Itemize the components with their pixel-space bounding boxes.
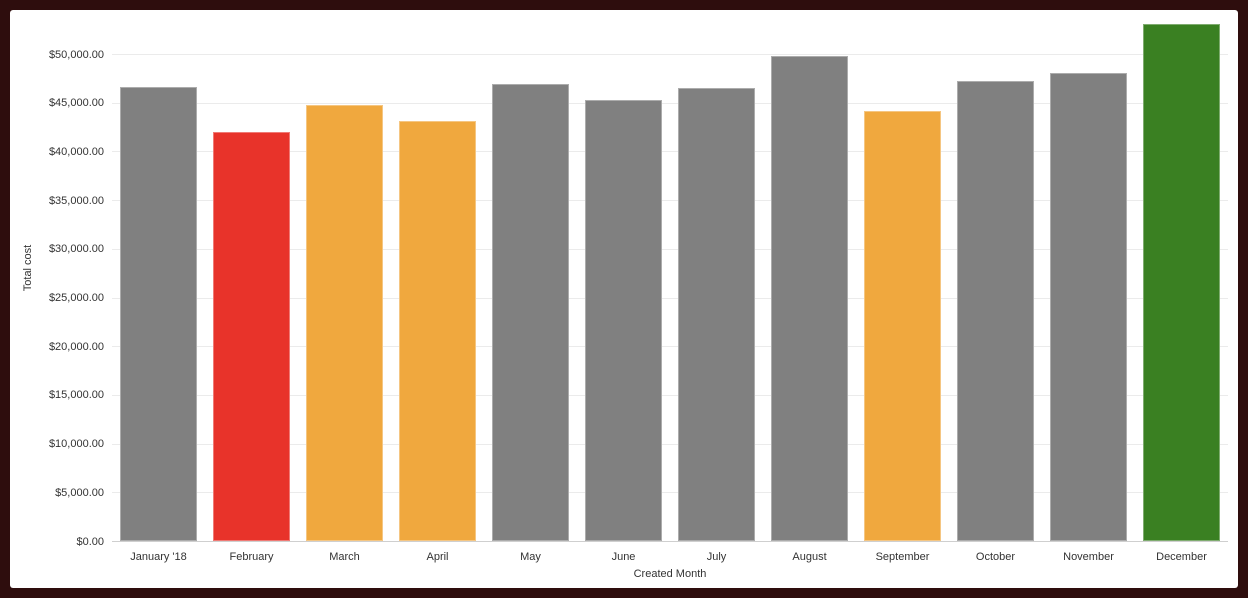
x-axis-label: July bbox=[706, 551, 727, 563]
x-axis-label: February bbox=[229, 551, 274, 563]
bar-august[interactable] bbox=[771, 55, 848, 541]
gridline bbox=[112, 248, 1228, 250]
x-axis-line bbox=[112, 541, 1228, 542]
x-axis-label: October bbox=[975, 551, 1016, 563]
x-axis-label: May bbox=[520, 551, 541, 563]
y-tick-label: $50,000.00 bbox=[48, 48, 104, 61]
x-axis-label: March bbox=[329, 551, 360, 563]
y-tick-label: $45,000.00 bbox=[48, 97, 104, 110]
gridline bbox=[112, 443, 1228, 445]
bar-february[interactable] bbox=[213, 131, 290, 541]
y-tick-label: $40,000.00 bbox=[48, 145, 104, 158]
x-axis-label: September bbox=[875, 551, 930, 563]
x-axis-label: August bbox=[792, 551, 827, 563]
bar-july[interactable] bbox=[678, 88, 755, 541]
bar-may[interactable] bbox=[492, 84, 569, 541]
y-tick-label: $10,000.00 bbox=[48, 438, 104, 451]
x-axis-label: November bbox=[1063, 551, 1114, 563]
x-axis-label: January '18 bbox=[130, 551, 187, 563]
gridline bbox=[112, 102, 1228, 104]
x-axis-title: Created Month bbox=[633, 568, 707, 580]
bar-november[interactable] bbox=[1050, 72, 1127, 541]
bar-october[interactable] bbox=[957, 81, 1034, 541]
y-tick-label: $15,000.00 bbox=[48, 389, 104, 402]
bar-june[interactable] bbox=[585, 99, 662, 541]
gridline bbox=[112, 200, 1228, 202]
y-tick-label: $25,000.00 bbox=[48, 292, 104, 304]
y-tick-label: $0.00 bbox=[76, 535, 104, 548]
x-axis-label: December bbox=[1156, 551, 1207, 563]
gridline bbox=[112, 492, 1228, 494]
bar-september[interactable] bbox=[864, 111, 941, 541]
y-tick-label: $20,000.00 bbox=[48, 340, 104, 353]
gridline bbox=[112, 394, 1228, 396]
y-tick-label: $35,000.00 bbox=[48, 194, 104, 207]
gridline bbox=[112, 346, 1228, 348]
gridline bbox=[112, 151, 1228, 153]
x-axis-label: April bbox=[426, 551, 449, 563]
gridline bbox=[112, 297, 1228, 299]
x-axis-label: June bbox=[611, 551, 636, 563]
gridline bbox=[112, 54, 1228, 55]
y-tick-label: $5,000.00 bbox=[55, 486, 104, 499]
bar-april[interactable] bbox=[399, 121, 476, 541]
bar-january-18[interactable] bbox=[120, 87, 197, 541]
bar-march[interactable] bbox=[306, 104, 383, 541]
bar-december[interactable] bbox=[1143, 23, 1220, 541]
y-tick-label: $30,000.00 bbox=[48, 243, 104, 256]
chart-panel: Total cost Created Month $0.00 $5,000.00 $… bbox=[10, 10, 1238, 588]
bar-chart: Total cost Created Month $0.00 $5,000.00 $… bbox=[10, 10, 1238, 588]
